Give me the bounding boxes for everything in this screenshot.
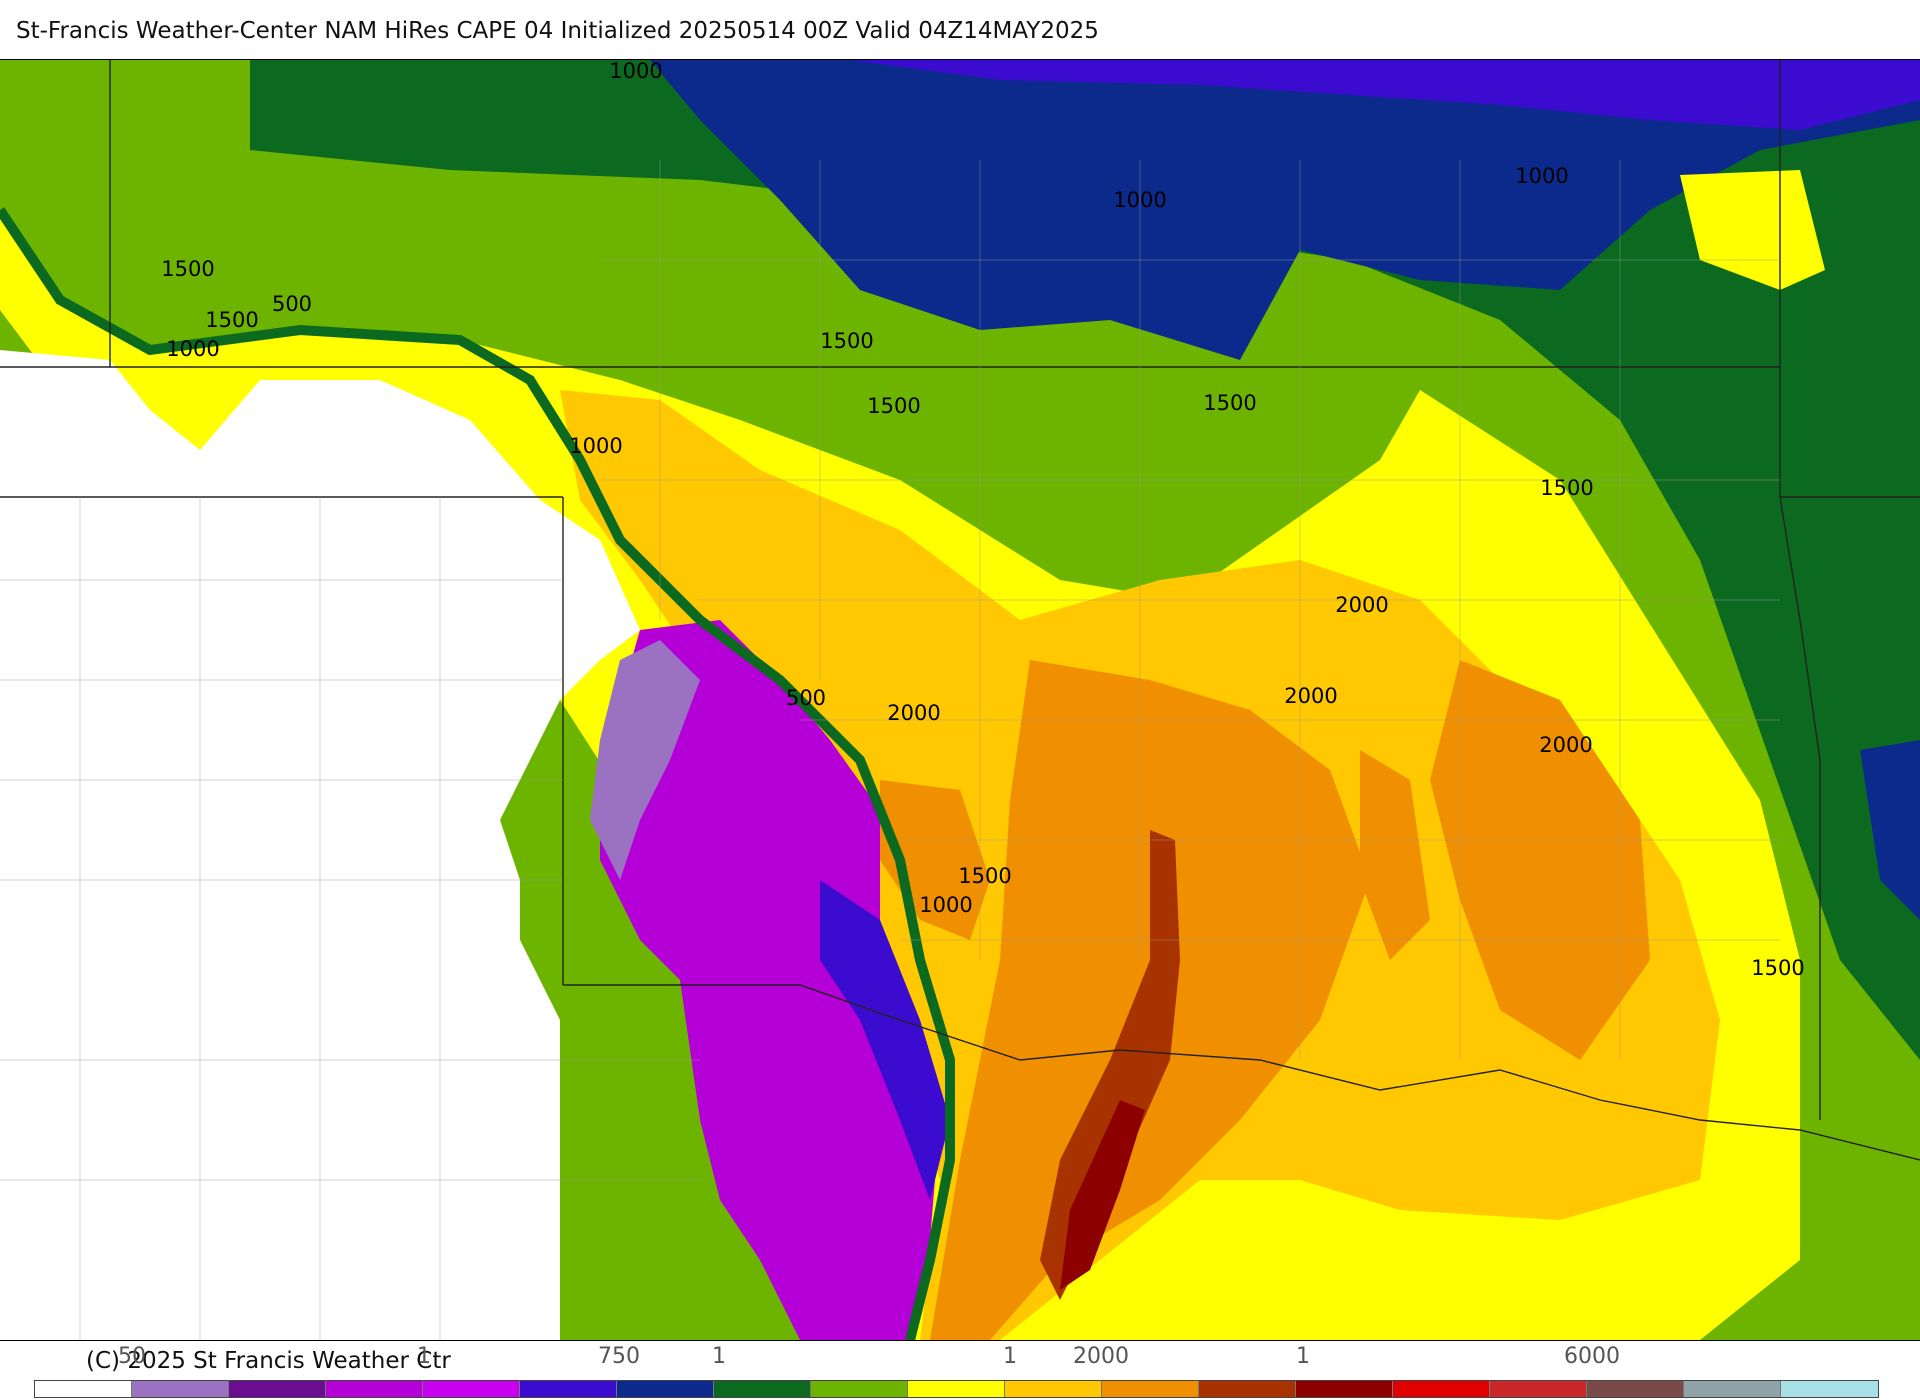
cape-map: 1000 1000 1000 1500 1500 500 1000 1500 1500 1500 1…: [0, 59, 1920, 1341]
contour-label: 1500: [1540, 476, 1593, 500]
contour-label: 2000: [1284, 684, 1337, 708]
colorbar-swatch: [1490, 1381, 1587, 1397]
contour-label: 2000: [1539, 733, 1592, 757]
contour-label: 2000: [887, 701, 940, 725]
cape-map-canvas: 1000 1000 1000 1500 1500 500 1000 1500 1500 1500 1…: [0, 60, 1920, 1340]
contour-label: 1500: [820, 329, 873, 353]
contour-label: 1000: [166, 337, 219, 361]
colorbar-swatch: [423, 1381, 520, 1397]
colorbar-tick-label: 1: [1296, 1344, 1310, 1369]
colorbar-swatch: [35, 1381, 132, 1397]
colorbar-swatch: [908, 1381, 1005, 1397]
colorbar-swatch: [811, 1381, 908, 1397]
contour-label: 1500: [958, 864, 1011, 888]
contour-label: 1500: [867, 394, 920, 418]
colorbar-swatch: [520, 1381, 617, 1397]
contour-label: 2000: [1335, 593, 1388, 617]
contour-label: 1500: [1203, 391, 1256, 415]
colorbar-swatch: [1781, 1381, 1878, 1397]
colorbar-swatch: [132, 1381, 229, 1397]
colorbar-tick-label: 2000: [1073, 1344, 1129, 1369]
contour-label: 500: [272, 292, 312, 316]
contour-label: 1000: [919, 893, 972, 917]
contour-label: 1500: [1751, 956, 1804, 980]
colorbar-tick-label: 6000: [1564, 1344, 1620, 1369]
contour-label: 1000: [1515, 164, 1568, 188]
colorbar-swatch: [229, 1381, 326, 1397]
contour-label: 1000: [1113, 188, 1166, 212]
colorbar-swatch: [1393, 1381, 1490, 1397]
copyright-notice: (C) 2025 St Francis Weather Ctr: [86, 1348, 451, 1374]
colorbar-swatch: [1005, 1381, 1102, 1397]
colorbar-swatch: [714, 1381, 811, 1397]
contour-label: 1500: [161, 257, 214, 281]
colorbar-swatch: [1296, 1381, 1393, 1397]
contour-label: 500: [786, 686, 826, 710]
colorbar-legend: [34, 1380, 1879, 1398]
colorbar-tick-label: 1: [712, 1344, 726, 1369]
map-title: St-Francis Weather-Center NAM HiRes CAPE…: [16, 18, 1099, 44]
colorbar-tick-label: 1: [1003, 1344, 1017, 1369]
contour-label: 1000: [569, 434, 622, 458]
colorbar-swatch: [1587, 1381, 1684, 1397]
colorbar-tick-label: 1: [417, 1344, 431, 1369]
contour-label: 1000: [609, 60, 662, 83]
colorbar-tick-label: 750: [598, 1344, 640, 1369]
colorbar-tick-label: 50: [118, 1344, 146, 1369]
contour-label: 1500: [205, 308, 258, 332]
colorbar-swatch: [1199, 1381, 1296, 1397]
colorbar-swatch: [1684, 1381, 1781, 1397]
colorbar-swatch: [617, 1381, 714, 1397]
colorbar-swatch: [1102, 1381, 1199, 1397]
colorbar-swatch: [326, 1381, 423, 1397]
